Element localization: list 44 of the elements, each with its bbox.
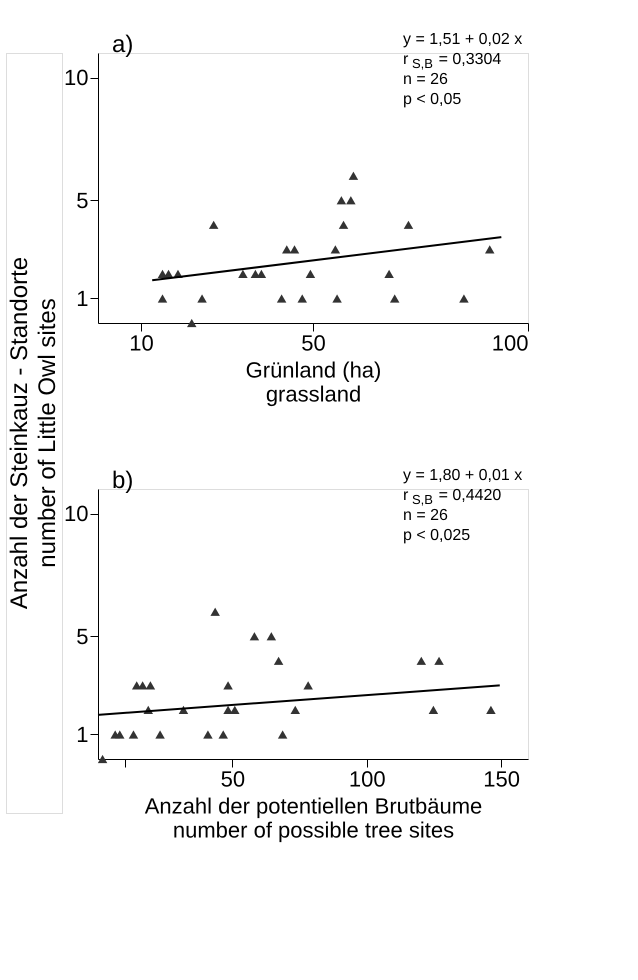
annotation: n = 26 (403, 507, 448, 524)
x-axis-title: Grünland (ha) grassland (246, 358, 382, 406)
annotation: a) (112, 31, 134, 58)
point (146, 681, 156, 690)
point (210, 608, 220, 616)
point (218, 730, 228, 739)
y-tick-label: 5 (76, 624, 88, 649)
point (203, 730, 213, 739)
annotation: n = 26 (403, 71, 448, 88)
point (98, 754, 108, 764)
text: y = 1,80 + 0,01 x (403, 467, 522, 484)
x-axis-title: Anzahl der potentiellen Brutbäume number of possible tree sites (144, 794, 482, 842)
point (303, 681, 313, 690)
annotation: p < 0,025 (403, 527, 470, 544)
x-tick-label: 100 (492, 330, 528, 356)
text: y = 1,51 + 0,02 x (403, 31, 522, 48)
point (274, 656, 284, 665)
point (428, 706, 438, 714)
point (416, 656, 426, 665)
y-tick-label: 5 (76, 188, 88, 213)
annotation: p < 0,05 (403, 91, 462, 108)
x-tick-label: 150 (483, 766, 520, 792)
y-tick-label: 10 (64, 65, 88, 90)
point (434, 656, 444, 665)
x-tick-label: 100 (348, 766, 386, 792)
annotation: b) (112, 467, 134, 494)
y-axis-title: Anzahl der Steinkauz - Standorte number of Little Owl sites (6, 256, 61, 610)
point (230, 706, 240, 714)
x-tick-label: 50 (220, 766, 246, 792)
point (290, 706, 300, 714)
y-tick-label: 10 (64, 501, 88, 526)
point (223, 706, 233, 714)
point (278, 730, 288, 739)
point (128, 730, 138, 739)
point (486, 706, 496, 714)
x-tick-label: 50 (301, 330, 326, 356)
point (223, 681, 233, 690)
x-tick-label: 10 (129, 330, 154, 356)
point (155, 730, 165, 739)
point (266, 632, 276, 640)
y-tick-label: 1 (76, 286, 88, 311)
point (250, 632, 260, 640)
point (115, 730, 125, 739)
y-tick-label: 1 (76, 722, 88, 747)
